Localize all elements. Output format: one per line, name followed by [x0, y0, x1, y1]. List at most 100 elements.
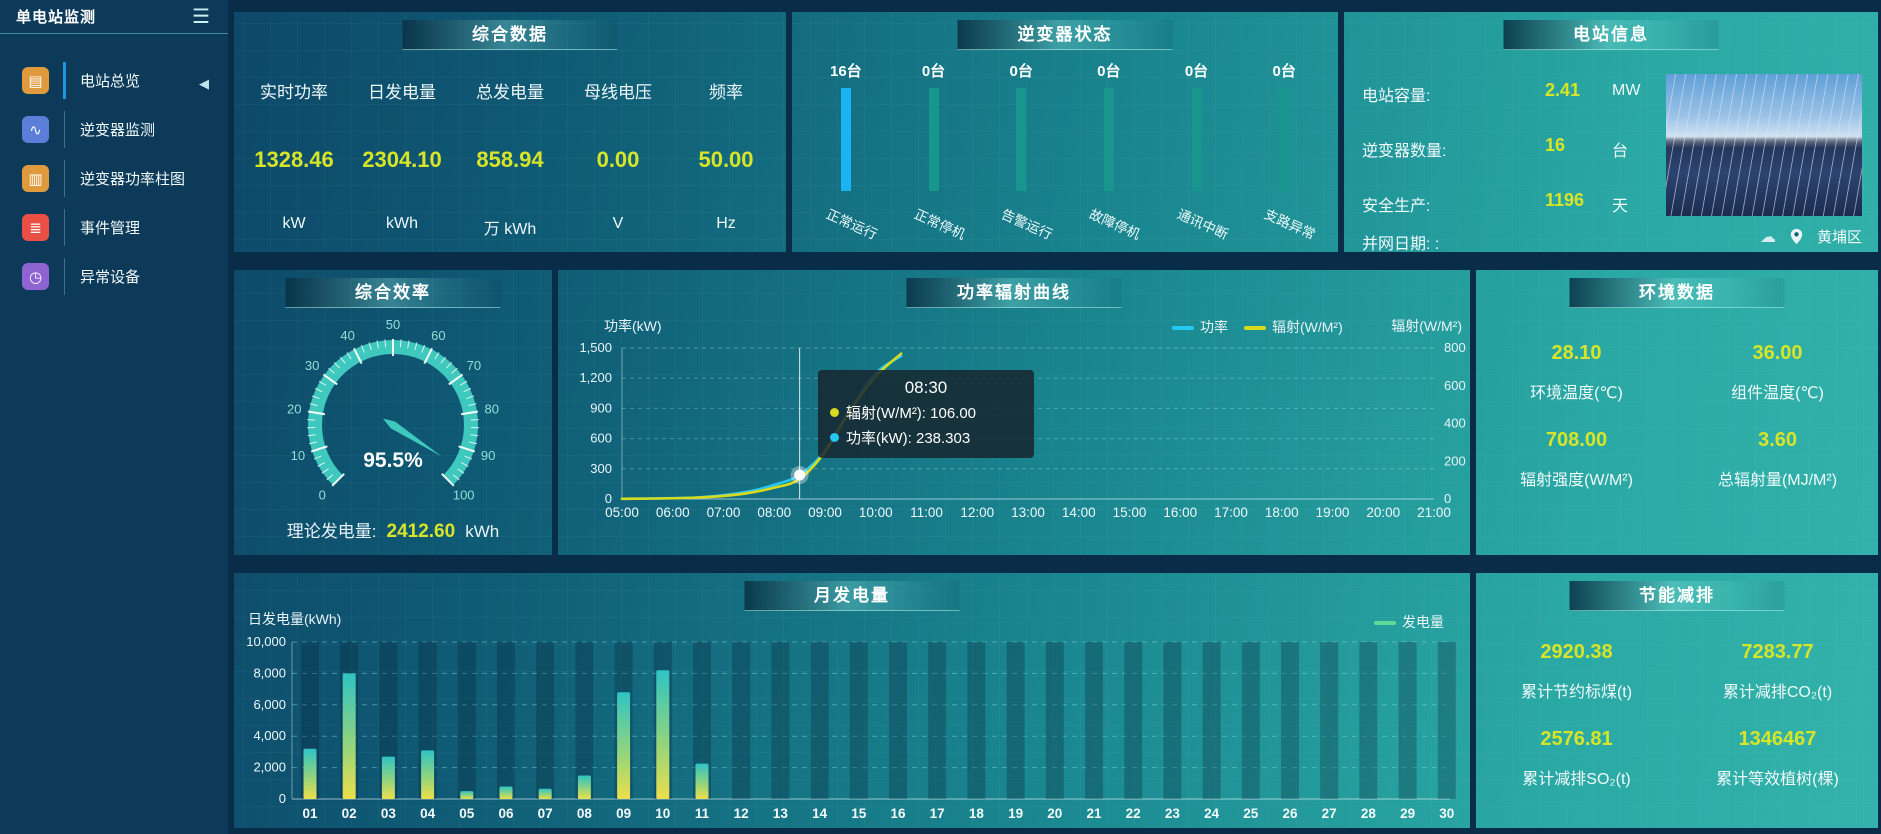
divider — [63, 62, 66, 99]
svg-text:14: 14 — [812, 806, 828, 821]
hamburger-menu-icon[interactable]: ☰ — [192, 5, 210, 28]
panel-power-radiation-curve: 功率辐射曲线 功率(kW) 功率 辐射(W/M²) 辐射(W/M²) 0 300 6… — [558, 270, 1470, 555]
svg-text:10: 10 — [655, 806, 670, 821]
inverter-count-unit: 台 — [1612, 143, 1629, 160]
sidebar-item-1[interactable]: ∿ 逆变器监测 — [0, 105, 228, 154]
inverter-count-value: 16 — [1545, 135, 1566, 155]
svg-text:11: 11 — [695, 806, 710, 821]
svg-text:29: 29 — [1400, 806, 1415, 821]
svg-text:18: 18 — [969, 806, 985, 821]
panel-title: 月发电量 — [744, 581, 960, 611]
svg-text:50: 50 — [386, 317, 400, 332]
station-capacity-unit: MW — [1612, 82, 1641, 99]
panel-efficiency: 综合效率 0 10 20 30 40 50 60 70 80 90 100 95.5% 理论发电量: … — [234, 270, 552, 555]
svg-text:14:00: 14:00 — [1062, 505, 1096, 520]
sidebar-item-icon: ≣ — [22, 214, 49, 241]
theory-value: 2412.60 — [386, 521, 456, 542]
svg-text:15:00: 15:00 — [1113, 505, 1147, 520]
generation-bar-09 — [617, 692, 631, 799]
sidebar-collapse-icon[interactable]: ◀ — [199, 76, 209, 91]
metric-ambient-temp: 28.10 环境温度(℃) — [1530, 342, 1623, 402]
sidebar-item-4[interactable]: ◷ 异常设备 — [0, 252, 228, 301]
theory-label: 理论发电量: — [286, 522, 377, 541]
svg-text:10:00: 10:00 — [859, 505, 893, 520]
station-capacity-value: 2.41 — [1545, 80, 1581, 100]
legend-mark — [1172, 326, 1194, 331]
status-bar[interactable] — [1103, 88, 1114, 191]
inverter-count: 0台 — [1009, 63, 1033, 80]
station-location: ☁ 黄埔区 — [1760, 226, 1862, 247]
svg-text:10: 10 — [291, 448, 305, 463]
generation-bar-01 — [303, 748, 317, 799]
safe-days-value: 1196 — [1545, 190, 1585, 210]
generation-bar-02 — [342, 673, 356, 799]
svg-text:23: 23 — [1165, 806, 1181, 821]
panel-station-info: 电站信息 电站容量: 2.41 MW 逆变器数量: 16 台 安全生产: 119… — [1344, 12, 1878, 253]
chart-tooltip: 08:30 辐射(W/M²): 106.00 功率(kW): 238.303 — [818, 370, 1034, 458]
summary-metrics: 实时功率 1328.46 kW 日发电量 2304.10 kWh 总发电量 85… — [240, 64, 780, 239]
status-label: 支路异常 — [1262, 206, 1318, 243]
svg-text:80: 80 — [485, 401, 499, 416]
status-bar[interactable] — [928, 88, 939, 191]
svg-text:70: 70 — [467, 358, 481, 373]
svg-text:300: 300 — [590, 461, 612, 476]
svg-text:200: 200 — [1444, 453, 1466, 468]
svg-text:19:00: 19:00 — [1316, 505, 1350, 520]
station-photo — [1666, 74, 1862, 216]
sidebar: 单电站监测 ☰ ▤ 电站总览 ∿ 逆变器监测 ▥ 逆变器功率柱图 ≣ 事件管理 ◷ 异常设备 — [0, 0, 228, 834]
legend-item-radiation[interactable]: 辐射(W/M²) — [1244, 317, 1343, 337]
svg-text:600: 600 — [590, 431, 612, 446]
sidebar-item-2[interactable]: ▥ 逆变器功率柱图 — [0, 154, 228, 203]
svg-text:06:00: 06:00 — [656, 505, 690, 520]
inverter-status-column: 0台 告警运行 — [977, 52, 1065, 247]
sidebar-header: 单电站监测 ☰ — [0, 0, 228, 34]
svg-text:21:00: 21:00 — [1417, 505, 1451, 520]
metric-coal-saved: 2920.38 累计节约标煤(t) — [1520, 641, 1633, 701]
status-bar[interactable] — [1279, 88, 1290, 191]
svg-text:08: 08 — [577, 806, 593, 821]
metric-total-generation: 总发电量 858.94 万 kWh — [476, 83, 544, 238]
weather-cloud-icon[interactable]: ☁ — [1759, 228, 1776, 246]
panel-title: 电站信息 — [1503, 20, 1719, 50]
efficiency-gauge[interactable]: 0 10 20 30 40 50 60 70 80 90 100 95.5% — [234, 310, 552, 515]
svg-text:09:00: 09:00 — [808, 505, 842, 520]
panel-title: 环境数据 — [1569, 278, 1785, 308]
sidebar-item-0[interactable]: ▤ 电站总览 — [0, 56, 228, 105]
monthly-generation-chart[interactable]: 0 2,000 4,000 6,000 8,000 10,000 01 02 03 04 05 06 0… — [234, 573, 1470, 828]
status-label: 故障停机 — [1086, 206, 1143, 243]
svg-text:600: 600 — [1444, 378, 1466, 393]
status-bar[interactable] — [1191, 88, 1202, 191]
svg-text:20: 20 — [1047, 806, 1062, 821]
sidebar-item-3[interactable]: ≣ 事件管理 — [0, 203, 228, 252]
svg-text:13: 13 — [773, 806, 789, 821]
svg-text:4,000: 4,000 — [253, 728, 286, 743]
sidebar-item-label: 异常设备 — [80, 269, 141, 286]
svg-text:28: 28 — [1361, 806, 1377, 821]
sidebar-item-icon: ▥ — [22, 165, 49, 192]
left-axis-title: 功率(kW) — [604, 318, 662, 334]
metric-total-radiation: 3.60 总辐射量(MJ/M²) — [1717, 429, 1838, 489]
generation-bar-07 — [538, 788, 552, 799]
chart-legend[interactable]: 发电量 — [1374, 612, 1444, 632]
svg-text:19: 19 — [1008, 806, 1023, 821]
inverter-status-column: 0台 正常停机 — [890, 52, 978, 247]
status-bar[interactable] — [1016, 88, 1027, 191]
sidebar-menu: ▤ 电站总览 ∿ 逆变器监测 ▥ 逆变器功率柱图 ≣ 事件管理 ◷ 异常设备 — [0, 56, 228, 301]
svg-text:24: 24 — [1204, 806, 1220, 821]
inverter-status-column: 16台 正常运行 — [802, 52, 890, 247]
metric-daily-generation: 日发电量 2304.10 kWh — [362, 83, 442, 232]
legend-mark — [1244, 326, 1266, 331]
svg-text:07: 07 — [538, 806, 553, 821]
environment-metrics: 28.10 环境温度(℃) 36.00 组件温度(℃) 708.00 辐射强度(W/M… — [1476, 342, 1878, 516]
location-pin-icon[interactable] — [1790, 228, 1803, 245]
svg-text:02: 02 — [342, 806, 357, 821]
location-name[interactable]: 黄埔区 — [1816, 229, 1862, 246]
legend-item-power[interactable]: 功率 — [1172, 317, 1228, 337]
inverter-count: 0台 — [921, 63, 946, 80]
inverter-status-chart[interactable]: 16台 正常运行 0台 正常停机 0台 告警运行 0台 故障停机 0台 通讯中断 0台 支路异常 — [802, 52, 1328, 247]
svg-text:26: 26 — [1282, 806, 1298, 821]
svg-text:04: 04 — [420, 806, 436, 821]
svg-text:22: 22 — [1126, 806, 1141, 821]
status-bar[interactable] — [840, 88, 851, 191]
panel-overall-data: 综合数据 实时功率 1328.46 kW 日发电量 2304.10 kWh 总发… — [234, 12, 786, 252]
